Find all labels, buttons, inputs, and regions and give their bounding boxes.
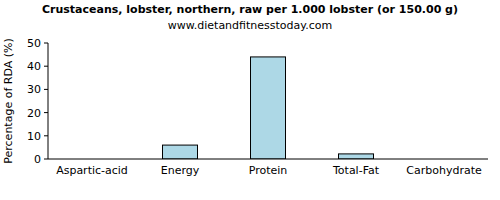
x-tick-label: Carbohydrate — [406, 164, 482, 177]
subtitle: www.dietandfitnesstoday.com — [168, 19, 332, 32]
bar — [251, 57, 286, 159]
x-tick-label: Energy — [161, 164, 200, 177]
y-tick-label: 50 — [27, 37, 41, 50]
y-tick-label: 0 — [34, 153, 41, 166]
y-tick-label: 20 — [27, 107, 41, 120]
y-tick — [44, 43, 48, 44]
bar — [163, 145, 198, 159]
x-tick-label: Total-Fat — [332, 164, 380, 177]
y-tick-label: 40 — [27, 60, 41, 73]
y-tick — [44, 135, 48, 136]
y-tick — [44, 89, 48, 90]
y-axis — [48, 43, 49, 159]
bars — [163, 57, 374, 159]
bar — [339, 154, 374, 159]
x-axis — [48, 159, 488, 160]
title: Crustaceans, lobster, northern, raw per … — [42, 3, 458, 16]
y-axis-label: Percentage of RDA (%) — [2, 38, 15, 163]
x-tick-label: Protein — [249, 164, 288, 177]
y-tick-label: 30 — [27, 83, 41, 96]
y-tick — [44, 112, 48, 113]
y-tick-label: 10 — [27, 130, 41, 143]
y-tick — [44, 66, 48, 67]
y-tick — [44, 159, 48, 160]
chart: Crustaceans, lobster, northern, raw per … — [0, 0, 500, 200]
x-tick-label: Aspartic-acid — [56, 164, 128, 177]
